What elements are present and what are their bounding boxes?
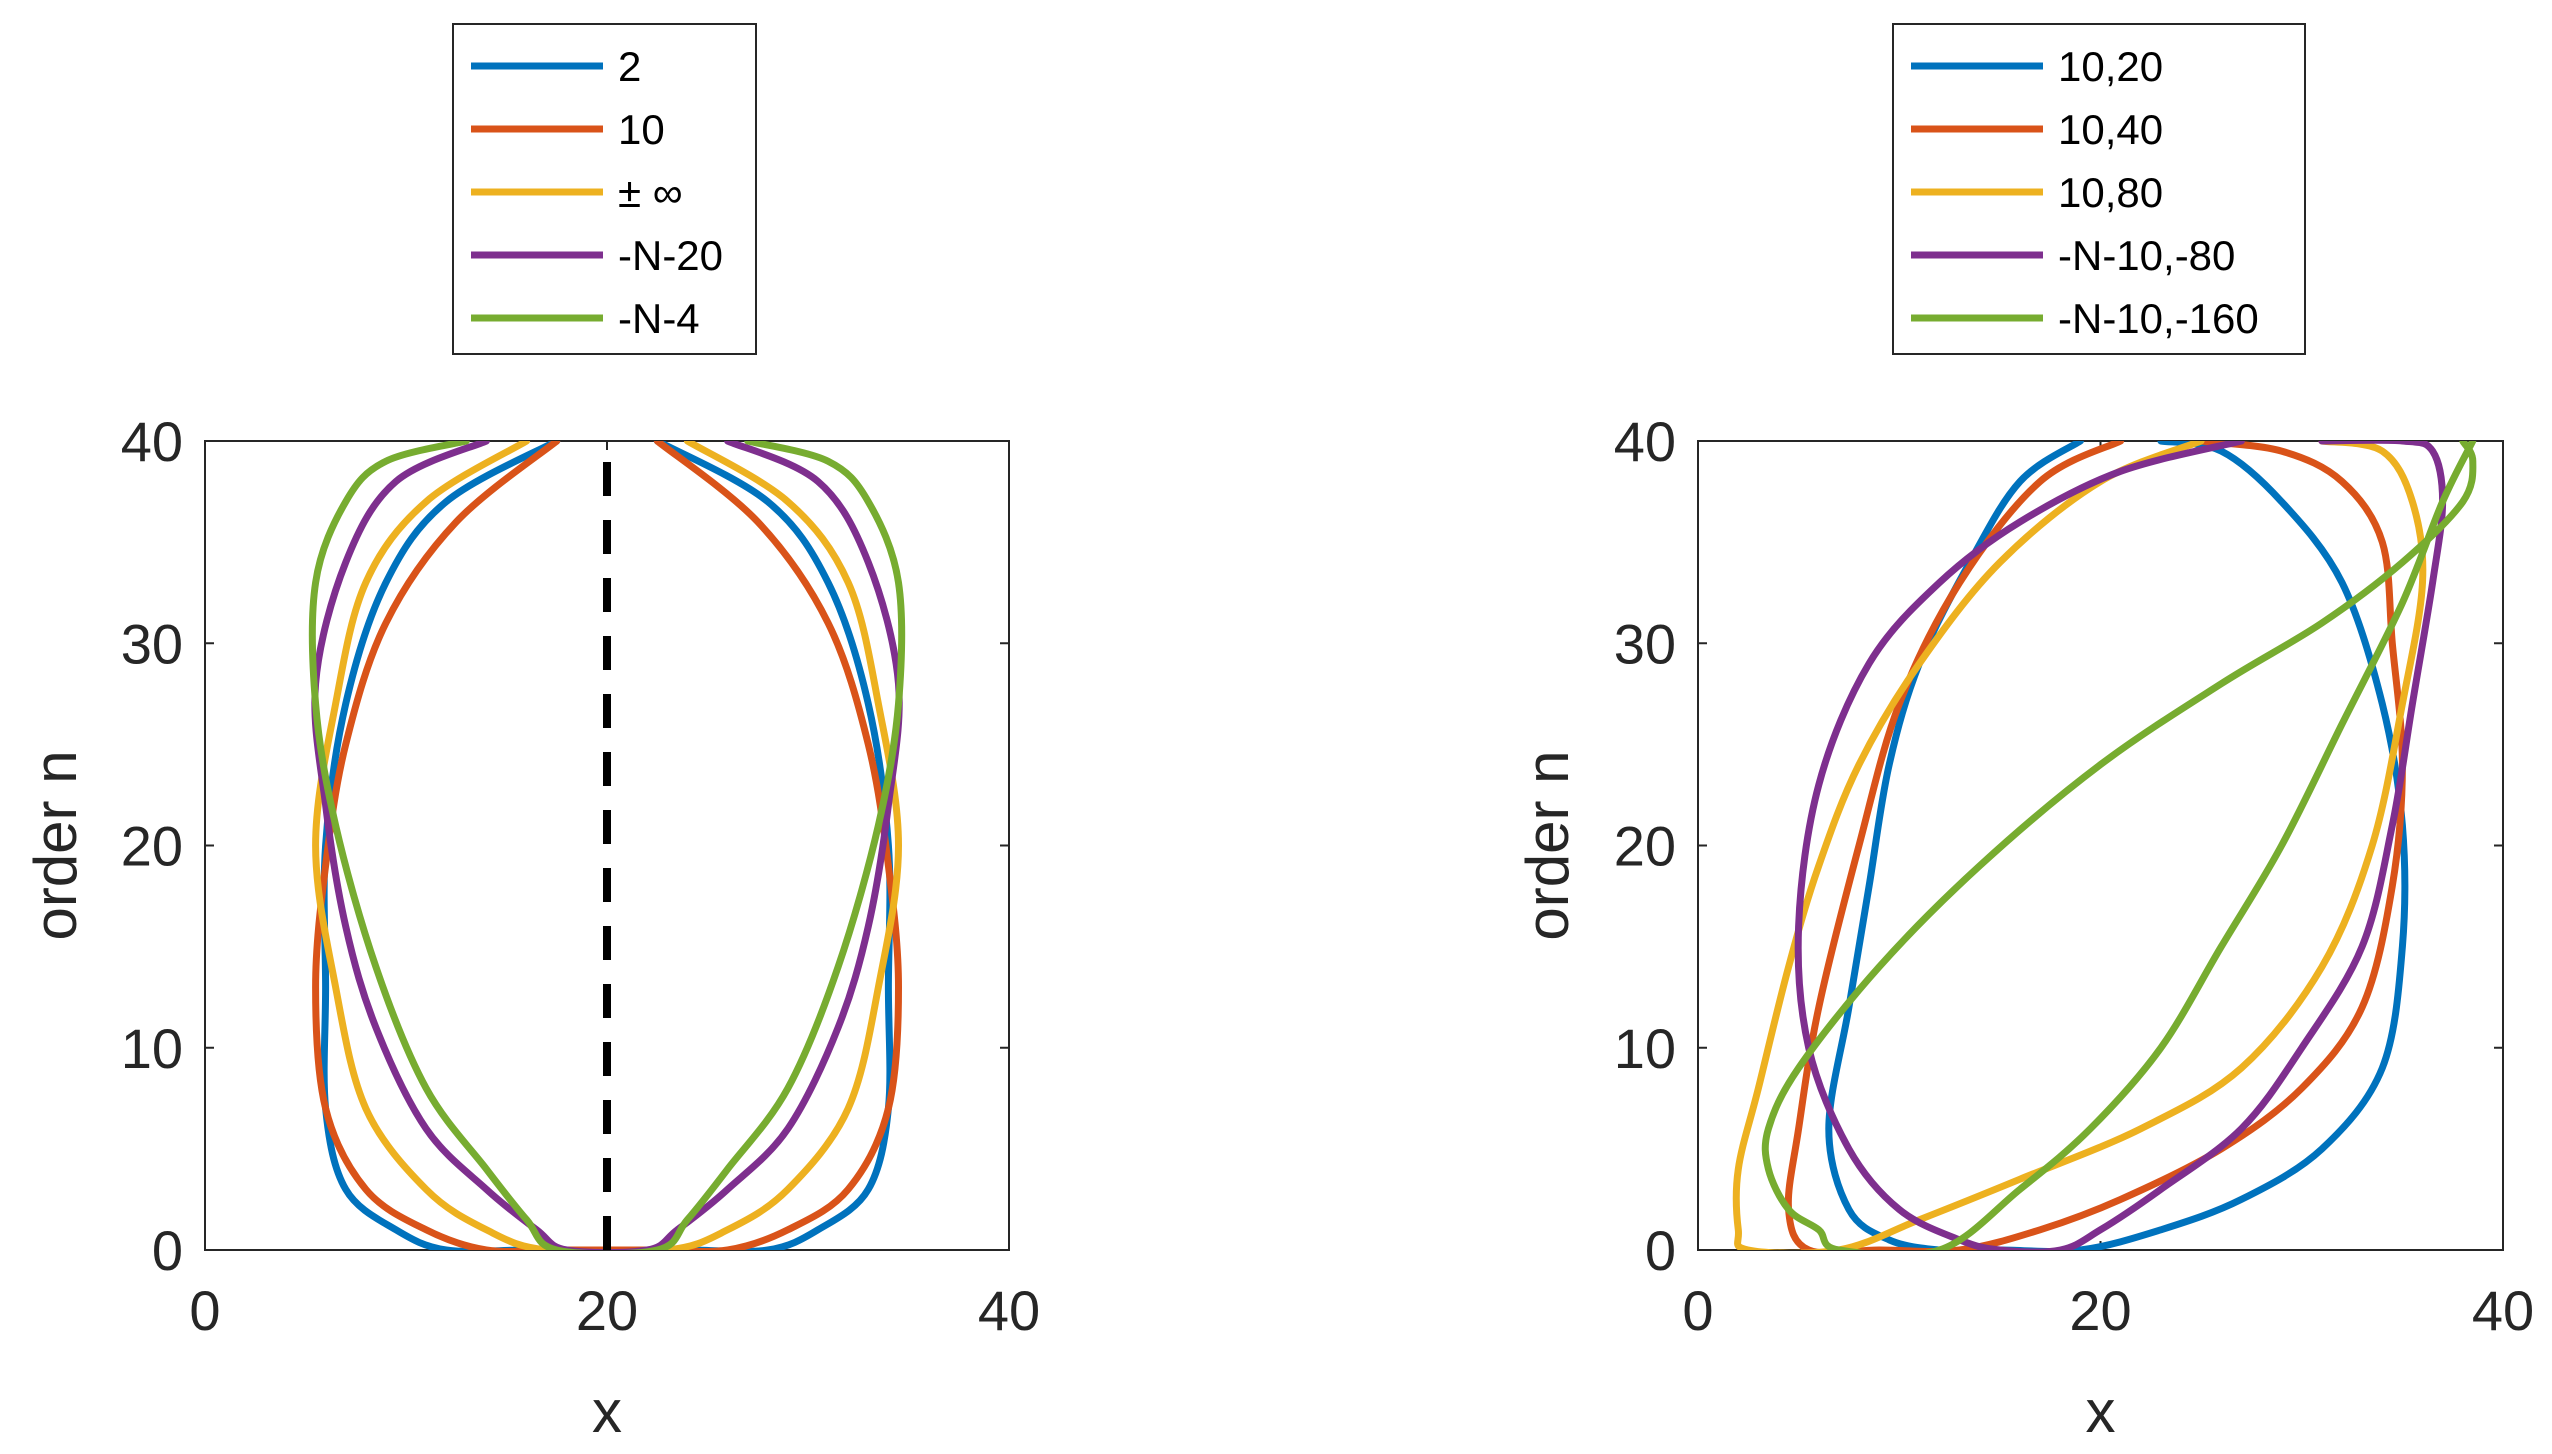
legend-label: -N-10,-160 (2058, 295, 2259, 342)
left-plot: 2 10 ± ∞ -N-20 -N-4 0 20 40 0 10 20 30 40 x order n (22, 23, 1040, 1445)
x-tick-label: 0 (189, 1279, 220, 1342)
y-tick-label: 0 (152, 1219, 183, 1282)
y-tick-label: 40 (121, 410, 183, 473)
legend-label: 10,40 (2058, 106, 2163, 153)
y-tick-label: 0 (1645, 1219, 1676, 1282)
legend-label: 10,80 (2058, 169, 2163, 216)
x-tick-label: 20 (576, 1279, 638, 1342)
legend-label: -N-10,-80 (2058, 232, 2235, 279)
series-line-5 (1761, 441, 2477, 1250)
series-line-4 (1794, 441, 2447, 1250)
y-tick-label: 10 (121, 1017, 183, 1080)
left-axes: 0 20 40 0 10 20 30 40 x order n (22, 410, 1040, 1445)
y-tick-label: 10 (1614, 1017, 1676, 1080)
legend-label: -N-4 (618, 295, 700, 342)
y-tick-label: 30 (1614, 612, 1676, 675)
legend-label: 2 (618, 43, 641, 90)
x-tick-label: 40 (978, 1279, 1040, 1342)
right-plot: 10,20 10,40 10,80 -N-10,-80 -N-10,-160 0 20 40… (1514, 23, 2534, 1445)
series-line-1 (320, 441, 894, 1250)
x-tick-label: 0 (1682, 1279, 1713, 1342)
legend-label: 10 (618, 106, 665, 153)
series-layer (308, 441, 906, 1250)
left-legend: 2 10 ± ∞ -N-20 -N-4 (452, 23, 757, 355)
legend-label: -N-20 (618, 232, 723, 279)
series-line-2 (312, 441, 902, 1250)
right-axes: 0 20 40 0 10 20 30 40 x order n (1514, 410, 2534, 1445)
series-line-2 (1784, 441, 2406, 1250)
y-tick-label: 30 (121, 612, 183, 675)
series-line-5 (308, 441, 906, 1250)
series-line-1 (1825, 441, 2409, 1250)
x-tick-label: 20 (2069, 1279, 2131, 1342)
series-line-3 (312, 441, 902, 1250)
y-axis-label: order n (1514, 750, 1581, 940)
legend-label: 10,20 (2058, 43, 2163, 90)
y-axis-label: order n (22, 750, 89, 940)
x-axis-label: x (592, 1378, 622, 1445)
y-tick-label: 40 (1614, 410, 1676, 473)
axes-box (1697, 440, 2504, 1251)
series-layer (1732, 441, 2477, 1250)
x-axis-label: x (2086, 1378, 2116, 1445)
right-legend: 10,20 10,40 10,80 -N-10,-80 -N-10,-160 (1892, 23, 2306, 355)
legend-label: ± ∞ (618, 169, 683, 216)
y-tick-label: 20 (121, 815, 183, 878)
y-tick-label: 20 (1614, 815, 1676, 878)
x-tick-label: 40 (2472, 1279, 2534, 1342)
